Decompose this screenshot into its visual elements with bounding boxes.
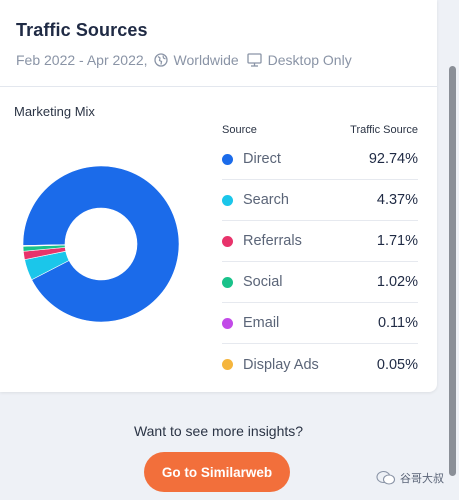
legend-header-value: Traffic Source — [350, 124, 418, 136]
scrollbar-thumb[interactable] — [449, 66, 456, 476]
watermark-text: 谷哥大叔 — [400, 473, 444, 485]
source-name: Display Ads — [243, 356, 319, 373]
source-share: 0.05% — [376, 356, 418, 373]
source-name: Social — [243, 274, 283, 290]
date-range: Feb 2022 - Apr 2022, — [16, 52, 148, 68]
legend-row-direct[interactable]: Direct 92.74% — [222, 139, 418, 180]
source-share: 0.11% — [377, 315, 418, 331]
legend-header-source: Source — [222, 124, 257, 136]
donut-slice-direct[interactable] — [22, 165, 180, 323]
source-name: Direct — [243, 151, 281, 167]
legend-row-referrals[interactable]: Referrals 1.71% — [222, 221, 418, 262]
marketing-mix-donut-chart — [22, 165, 180, 323]
traffic-source-legend: Source Traffic Source Direct 92.74% Sear… — [222, 121, 418, 385]
wechat-icon — [376, 470, 396, 485]
source-share: 1.02% — [376, 274, 418, 290]
filter-summary: Feb 2022 - Apr 2022, Worldwide Desktop O… — [16, 52, 437, 68]
legend-rows: Direct 92.74% Search 4.37% Referrals 1.7… — [222, 139, 418, 385]
referrals-color-dot — [222, 235, 233, 247]
traffic-sources-card: Traffic Sources Feb 2022 - Apr 2022, Wor… — [0, 0, 437, 392]
insights-prompt: Want to see more insights? — [133, 423, 304, 439]
source-share: 1.71% — [376, 233, 418, 249]
social-color-dot — [222, 276, 233, 288]
desktop-icon — [247, 53, 262, 67]
globe-icon — [153, 53, 168, 67]
donut-slice-display-ads[interactable] — [22, 244, 66, 247]
source-share: 92.74% — [368, 151, 418, 167]
legend-row-search[interactable]: Search 4.37% — [222, 180, 418, 221]
display-ads-color-dot — [222, 359, 233, 370]
email-color-dot — [222, 317, 233, 329]
card-title: Traffic Sources — [16, 20, 148, 40]
card-header: Traffic Sources Feb 2022 - Apr 2022, Wor… — [0, 0, 437, 87]
legend-header: Source Traffic Source — [222, 121, 418, 139]
legend-row-display-ads[interactable]: Display Ads 0.05% — [222, 344, 418, 385]
source-name: Email — [243, 315, 280, 331]
device-label: Desktop Only — [267, 52, 352, 68]
watermark: 谷哥大叔 — [376, 470, 444, 486]
direct-color-dot — [222, 153, 233, 165]
legend-row-social[interactable]: Social 1.02% — [222, 262, 418, 303]
search-color-dot — [222, 194, 233, 206]
go-to-similarweb-button[interactable]: Go to Similarweb — [144, 452, 290, 492]
source-name: Referrals — [243, 233, 302, 249]
source-name: Search — [243, 192, 289, 208]
legend-row-email[interactable]: Email 0.11% — [222, 303, 418, 344]
marketing-mix-label: Marketing Mix — [14, 104, 95, 119]
source-share: 4.37% — [376, 192, 418, 208]
region-label: Worldwide — [173, 52, 239, 68]
